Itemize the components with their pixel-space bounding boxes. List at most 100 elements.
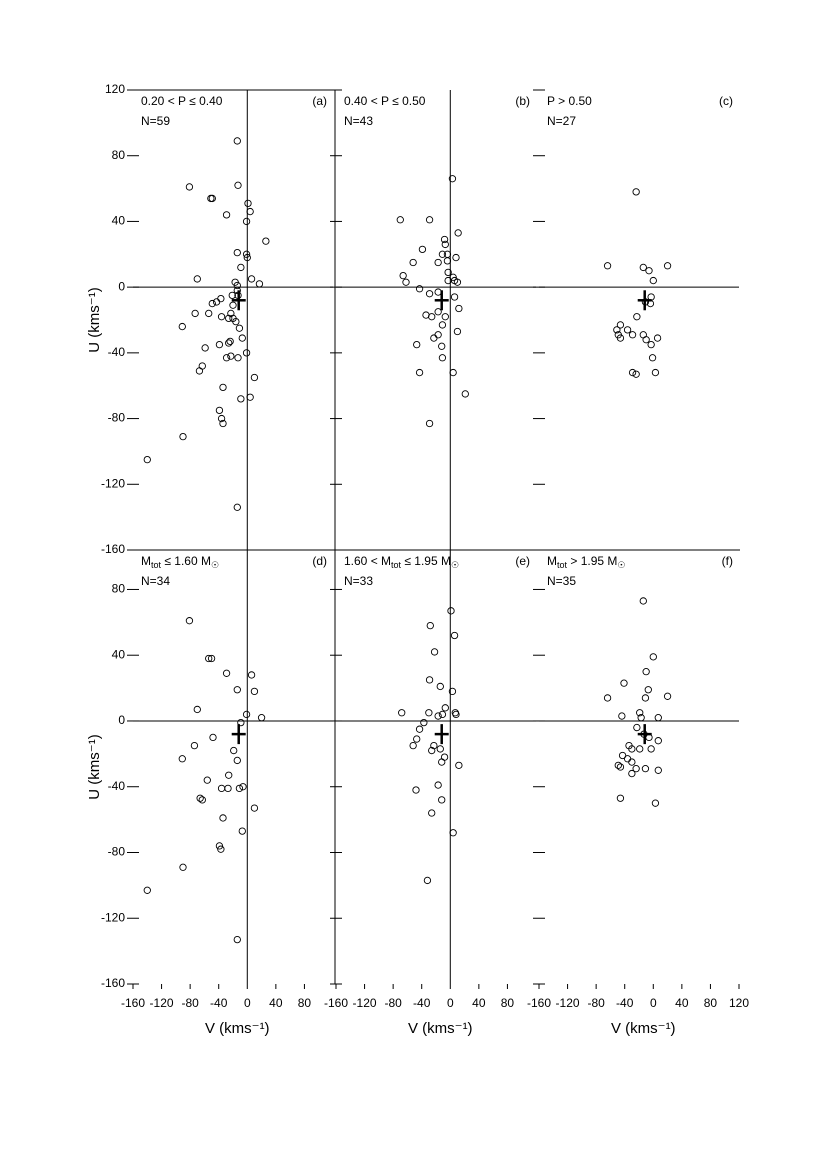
data-point [193, 705, 201, 714]
panel-label: (f) [722, 554, 733, 568]
data-point [227, 309, 235, 318]
data-point [423, 876, 432, 885]
x-tick-label: 0 [650, 996, 657, 1010]
data-point [143, 886, 151, 894]
condition-label: 0.40 < P ≤ 0.50 [344, 94, 426, 108]
data-point [425, 676, 434, 684]
condition-label: 1.60 < Mtot ≤ 1.95 M☉ [344, 554, 459, 570]
n-label: N=27 [547, 114, 576, 128]
data-point [185, 617, 194, 625]
data-point [450, 293, 459, 301]
data-point [243, 253, 251, 262]
data-point [415, 285, 424, 293]
data-point [222, 669, 231, 677]
data-point [219, 814, 227, 822]
data-point [654, 766, 662, 774]
data-point [242, 710, 251, 719]
data-point [233, 756, 241, 765]
data-point [257, 714, 266, 722]
data-point [641, 764, 650, 773]
y-tick-label: 80 [112, 148, 126, 162]
data-point [409, 741, 417, 750]
data-point [205, 309, 213, 318]
data-point [247, 275, 256, 283]
x-tick-label: 80 [501, 996, 515, 1010]
condition-label: Mtot ≤ 1.60 M☉ [141, 554, 219, 570]
data-point [450, 631, 459, 640]
data-point [185, 183, 194, 191]
data-point [208, 299, 216, 308]
data-point [434, 288, 442, 296]
data-point [441, 240, 449, 249]
y-tick-label: -80 [108, 845, 126, 859]
data-point [425, 419, 434, 428]
data-point [255, 280, 264, 288]
data-point [448, 687, 457, 696]
data-point [227, 352, 235, 360]
data-point [233, 935, 241, 944]
data-point [232, 317, 240, 326]
data-point [250, 804, 259, 812]
y-axis-label: U (kms⁻¹) [86, 734, 103, 799]
n-label: N=33 [344, 574, 373, 588]
data-point [246, 393, 254, 401]
condition-part: M [547, 554, 557, 568]
condition-part: M [141, 554, 151, 568]
data-point [217, 313, 226, 321]
y-tick-label: 0 [118, 713, 125, 727]
data-point [207, 654, 216, 663]
data-point [454, 229, 462, 237]
condition-label: Mtot > 1.95 M☉ [547, 554, 625, 570]
condition-part: ≤ 1.95 M [401, 554, 451, 568]
data-point [632, 370, 640, 378]
x-tick-label: -160 [527, 996, 551, 1010]
data-point [639, 597, 647, 605]
data-point [242, 250, 251, 258]
data-point [623, 755, 632, 763]
data-point [207, 194, 215, 203]
data-point [203, 776, 211, 784]
x-tick-label: -80 [181, 996, 199, 1010]
x-tick-label: 0 [447, 996, 454, 1010]
x-tick-label: -80 [587, 996, 605, 1010]
data-point [645, 267, 653, 275]
data-point [179, 432, 187, 441]
x-tick-label: -40 [413, 996, 431, 1010]
x-axis-label: V (kms⁻¹) [205, 1020, 270, 1037]
x-tick-label: 80 [298, 996, 312, 1010]
data-point [242, 217, 251, 226]
condition-part: > 1.95 M [567, 554, 617, 568]
data-point [436, 745, 444, 753]
data-point [222, 211, 231, 219]
data-point [195, 367, 204, 375]
x-tick-label: 40 [472, 996, 486, 1010]
data-point [441, 704, 449, 712]
data-point [653, 334, 662, 342]
data-point [219, 419, 227, 428]
data-point [233, 248, 241, 257]
data-point [179, 863, 187, 871]
condition-part: ≤ 1.60 M [161, 554, 211, 568]
data-point [396, 216, 404, 224]
data-point [230, 746, 238, 755]
data-point [247, 671, 256, 679]
y-tick-label: 40 [112, 214, 126, 228]
y-tick-label: 0 [118, 279, 125, 293]
data-point [647, 745, 655, 753]
data-point [418, 245, 427, 254]
n-label: N=34 [141, 574, 170, 588]
data-point [603, 262, 612, 270]
n-label: N=43 [344, 114, 373, 128]
data-point [649, 653, 657, 661]
data-point [428, 313, 436, 321]
condition-label: 0.20 < P ≤ 0.40 [141, 94, 223, 108]
data-point [438, 710, 447, 719]
data-point [452, 710, 460, 719]
data-point [224, 784, 232, 793]
data-point [242, 349, 251, 357]
data-point [616, 321, 625, 329]
data-point [415, 368, 424, 377]
data-point [143, 455, 151, 464]
data-point [225, 771, 233, 779]
data-point [233, 686, 241, 694]
